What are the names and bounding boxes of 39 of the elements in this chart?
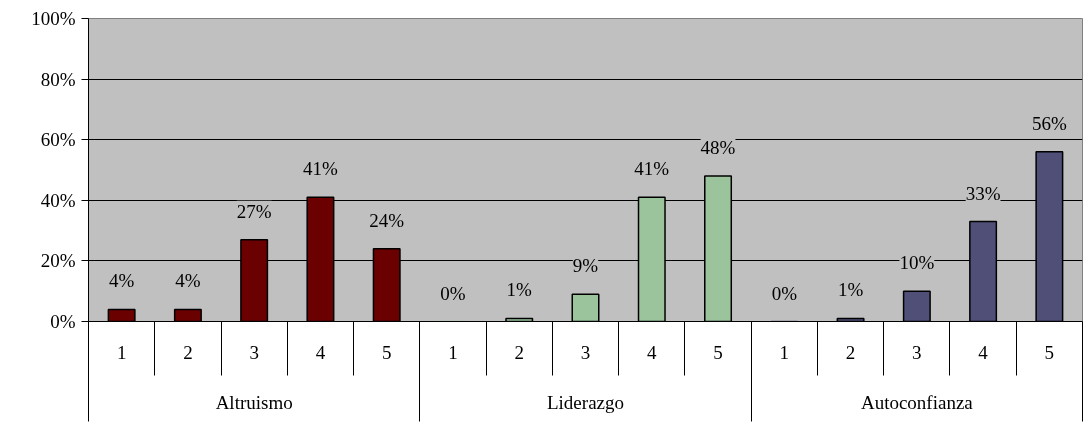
y-tick-label: 40% — [40, 189, 76, 211]
data-label: 9% — [572, 255, 599, 277]
data-label: 4% — [108, 270, 135, 292]
y-tick-label: 0% — [50, 311, 76, 332]
data-label: 24% — [369, 209, 405, 231]
y-tick-label: 20% — [40, 250, 76, 272]
text: 2 — [845, 341, 856, 363]
text: 1 — [448, 341, 458, 363]
series-label: 2 — [183, 341, 193, 363]
data-label: 10% — [899, 252, 935, 274]
text: 4 — [647, 341, 657, 363]
data-label: 0% — [771, 282, 798, 304]
x-tick-label: Liderazgo — [546, 391, 625, 413]
data-label: 1% — [837, 279, 864, 301]
text: 3 — [912, 341, 922, 363]
y-tick-label: 80% — [40, 68, 76, 90]
y-tick-label: 60% — [40, 129, 76, 151]
text: 5 — [1044, 341, 1055, 363]
data-label: 0% — [440, 282, 466, 304]
text: 2 — [514, 341, 524, 363]
series-label: 5 — [381, 341, 392, 363]
text: 5 — [713, 341, 723, 363]
series-label: 1 — [116, 341, 127, 363]
x-tick-label: Autoconfianza — [860, 391, 974, 413]
series-label: 4 — [315, 341, 326, 363]
data-label: 56% — [1031, 112, 1067, 134]
y-tick-label: 100% — [31, 8, 76, 29]
data-label: 41% — [634, 158, 670, 180]
data-label: 33% — [965, 182, 1001, 204]
text: 3 — [580, 341, 591, 363]
data-label: 41% — [303, 158, 339, 180]
data-label: 48% — [700, 137, 736, 159]
data-label: 1% — [506, 279, 533, 301]
data-label: 4% — [175, 270, 201, 292]
series-label: 3 — [249, 341, 259, 363]
x-tick-label: Altruismo — [215, 391, 293, 413]
text: 4 — [978, 341, 988, 363]
data-label: 27% — [236, 200, 272, 222]
text: 1 — [779, 341, 790, 363]
